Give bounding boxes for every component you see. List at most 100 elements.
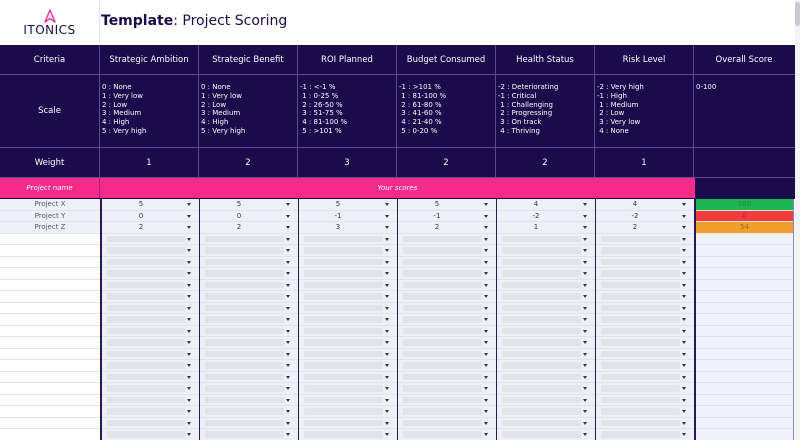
score-dropdown[interactable] — [299, 302, 397, 314]
dropdown-caret-icon[interactable] — [682, 364, 686, 367]
dropdown-caret-icon[interactable] — [484, 260, 488, 264]
project-name-cell[interactable] — [0, 245, 100, 257]
dropdown-caret-icon[interactable] — [682, 260, 686, 264]
score-dropdown[interactable] — [102, 245, 199, 257]
dropdown-caret-icon[interactable] — [286, 364, 290, 367]
project-name-cell[interactable] — [0, 325, 100, 337]
score-dropdown[interactable] — [398, 348, 496, 360]
score-dropdown[interactable] — [200, 417, 298, 429]
project-name-cell[interactable]: Project Z — [0, 222, 100, 234]
dropdown-caret-icon[interactable] — [385, 352, 389, 356]
dropdown-caret-icon[interactable] — [583, 283, 587, 287]
score-dropdown[interactable] — [299, 279, 397, 291]
dropdown-caret-icon[interactable] — [583, 260, 587, 264]
score-dropdown[interactable]: 5 — [299, 199, 397, 211]
score-dropdown[interactable] — [102, 268, 199, 280]
score-dropdown[interactable] — [398, 360, 496, 372]
project-name-cell[interactable] — [0, 233, 100, 245]
score-dropdown[interactable] — [497, 245, 595, 257]
score-dropdown[interactable]: -1 — [398, 210, 496, 222]
dropdown-caret-icon[interactable] — [484, 375, 488, 379]
dropdown-caret-icon[interactable] — [385, 272, 389, 275]
score-dropdown[interactable] — [200, 279, 298, 291]
score-dropdown[interactable]: 2 — [102, 222, 199, 234]
score-dropdown[interactable] — [596, 371, 694, 383]
score-dropdown[interactable]: 0 — [102, 210, 199, 222]
dropdown-caret-icon[interactable] — [385, 375, 389, 379]
vertical-scrollbar[interactable] — [795, 0, 800, 440]
score-dropdown[interactable] — [398, 291, 496, 303]
score-dropdown[interactable] — [200, 325, 298, 337]
scrollbar-thumb[interactable] — [795, 2, 800, 26]
dropdown-caret-icon[interactable] — [484, 341, 488, 344]
score-dropdown[interactable] — [200, 406, 298, 418]
score-dropdown[interactable]: 4 — [596, 199, 694, 211]
dropdown-caret-icon[interactable] — [187, 249, 191, 252]
dropdown-caret-icon[interactable] — [583, 237, 587, 241]
dropdown-caret-icon[interactable] — [583, 306, 587, 310]
score-dropdown[interactable] — [299, 417, 397, 429]
dropdown-caret-icon[interactable] — [385, 433, 389, 436]
project-name-cell[interactable] — [0, 394, 100, 406]
score-dropdown[interactable] — [200, 245, 298, 257]
score-dropdown[interactable] — [200, 291, 298, 303]
score-dropdown[interactable]: 3 — [299, 222, 397, 234]
score-dropdown[interactable] — [299, 383, 397, 395]
score-dropdown[interactable] — [497, 394, 595, 406]
weight-cell[interactable]: 1 — [100, 148, 199, 177]
dropdown-caret-icon[interactable] — [484, 249, 488, 252]
dropdown-caret-icon[interactable] — [583, 364, 587, 367]
dropdown-caret-icon[interactable] — [187, 295, 191, 298]
dropdown-caret-icon[interactable] — [583, 214, 587, 218]
project-name-cell[interactable]: Project Y — [0, 210, 100, 222]
weight-cell[interactable]: 3 — [298, 148, 397, 177]
dropdown-caret-icon[interactable] — [385, 410, 389, 413]
dropdown-caret-icon[interactable] — [583, 375, 587, 379]
score-dropdown[interactable] — [200, 348, 298, 360]
dropdown-caret-icon[interactable] — [682, 433, 686, 436]
dropdown-caret-icon[interactable] — [286, 214, 290, 218]
dropdown-caret-icon[interactable] — [583, 249, 587, 252]
score-dropdown[interactable]: 2 — [200, 222, 298, 234]
score-dropdown[interactable] — [398, 417, 496, 429]
dropdown-caret-icon[interactable] — [484, 398, 488, 402]
weight-cell[interactable]: 2 — [397, 148, 496, 177]
dropdown-caret-icon[interactable] — [385, 260, 389, 264]
score-dropdown[interactable] — [596, 256, 694, 268]
score-dropdown[interactable] — [102, 314, 199, 326]
score-dropdown[interactable] — [596, 348, 694, 360]
dropdown-caret-icon[interactable] — [385, 226, 389, 229]
dropdown-caret-icon[interactable] — [286, 410, 290, 413]
score-dropdown[interactable] — [596, 314, 694, 326]
dropdown-caret-icon[interactable] — [385, 214, 389, 218]
dropdown-caret-icon[interactable] — [682, 375, 686, 379]
weight-cell[interactable]: 1 — [595, 148, 694, 177]
score-dropdown[interactable] — [398, 325, 496, 337]
score-dropdown[interactable] — [398, 245, 496, 257]
score-dropdown[interactable] — [596, 279, 694, 291]
dropdown-caret-icon[interactable] — [187, 433, 191, 436]
score-dropdown[interactable] — [398, 371, 496, 383]
dropdown-caret-icon[interactable] — [682, 237, 686, 241]
dropdown-caret-icon[interactable] — [583, 421, 587, 425]
dropdown-caret-icon[interactable] — [484, 283, 488, 287]
score-dropdown[interactable] — [497, 337, 595, 349]
score-dropdown[interactable]: 0 — [200, 210, 298, 222]
dropdown-caret-icon[interactable] — [484, 226, 488, 229]
score-dropdown[interactable]: -2 — [596, 210, 694, 222]
score-dropdown[interactable] — [497, 314, 595, 326]
score-dropdown[interactable] — [102, 348, 199, 360]
score-dropdown[interactable] — [596, 268, 694, 280]
dropdown-caret-icon[interactable] — [187, 352, 191, 356]
dropdown-caret-icon[interactable] — [385, 398, 389, 402]
score-dropdown[interactable] — [497, 233, 595, 245]
score-dropdown[interactable] — [299, 256, 397, 268]
dropdown-caret-icon[interactable] — [682, 341, 686, 344]
dropdown-caret-icon[interactable] — [187, 283, 191, 287]
score-dropdown[interactable] — [596, 406, 694, 418]
dropdown-caret-icon[interactable] — [583, 226, 587, 229]
score-dropdown[interactable] — [299, 360, 397, 372]
dropdown-caret-icon[interactable] — [583, 272, 587, 275]
project-name-cell[interactable] — [0, 417, 100, 429]
score-dropdown[interactable] — [299, 406, 397, 418]
